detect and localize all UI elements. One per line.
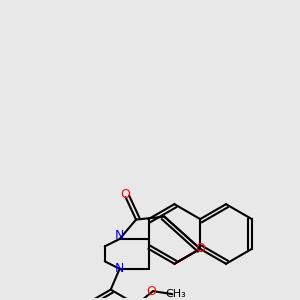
Text: N: N <box>115 262 124 275</box>
Text: CH₃: CH₃ <box>166 289 187 299</box>
Text: O: O <box>121 188 130 201</box>
Text: O: O <box>146 285 156 298</box>
Text: N: N <box>115 230 124 242</box>
Text: O: O <box>195 242 205 255</box>
